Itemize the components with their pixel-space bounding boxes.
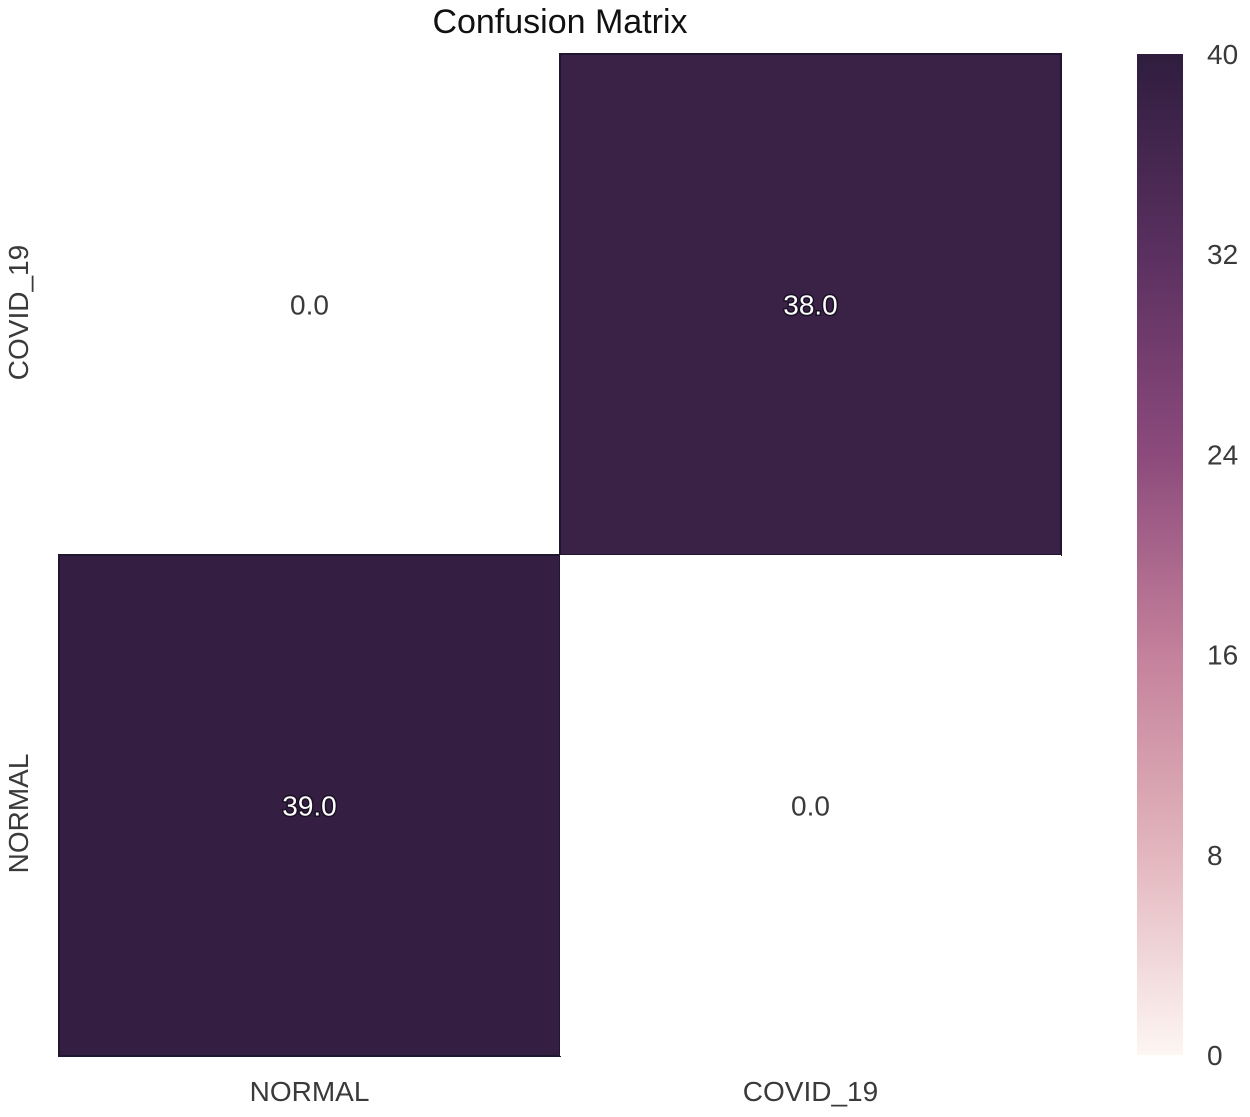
x-tick-label: COVID_19	[743, 1076, 878, 1107]
colorbar-tick-label: 8	[1207, 840, 1223, 871]
heatmap-cells	[58, 53, 1062, 1057]
y-tick-label: COVID_19	[3, 245, 34, 380]
colorbar-tick-label: 32	[1207, 239, 1238, 270]
colorbar-tick-label: 24	[1207, 439, 1238, 470]
chart-title: Confusion Matrix	[432, 3, 687, 41]
heatmap-cell-covid-19-normal	[59, 54, 560, 555]
colorbar-tick-label: 16	[1207, 640, 1238, 671]
cell-value-label: 0.0	[791, 791, 830, 822]
colorbar-tick-label: 0	[1207, 1040, 1223, 1071]
cell-value-label: 0.0	[290, 290, 329, 321]
y-axis-tick-labels: COVID_19 NORMAL	[3, 245, 34, 874]
y-tick-label: NORMAL	[3, 754, 34, 874]
colorbar-bar	[1137, 54, 1183, 1055]
x-tick-label: NORMAL	[250, 1076, 370, 1107]
x-axis-tick-labels: NORMAL COVID_19	[250, 1076, 879, 1107]
heatmap-cell-labels: 0.0 38.0 39.0 0.0	[281, 288, 840, 823]
cell-value-label: 38.0	[783, 290, 838, 321]
heatmap-cell-normal-covid-19	[560, 555, 1061, 1056]
heatmap-cell-covid-19-covid-19	[559, 53, 1062, 556]
colorbar-tick-label: 40	[1207, 39, 1238, 70]
colorbar: 0 8 16 24 32 40	[1137, 39, 1238, 1071]
heatmap-cell-normal-normal	[58, 554, 561, 1057]
cell-value-label: 39.0	[282, 791, 337, 822]
